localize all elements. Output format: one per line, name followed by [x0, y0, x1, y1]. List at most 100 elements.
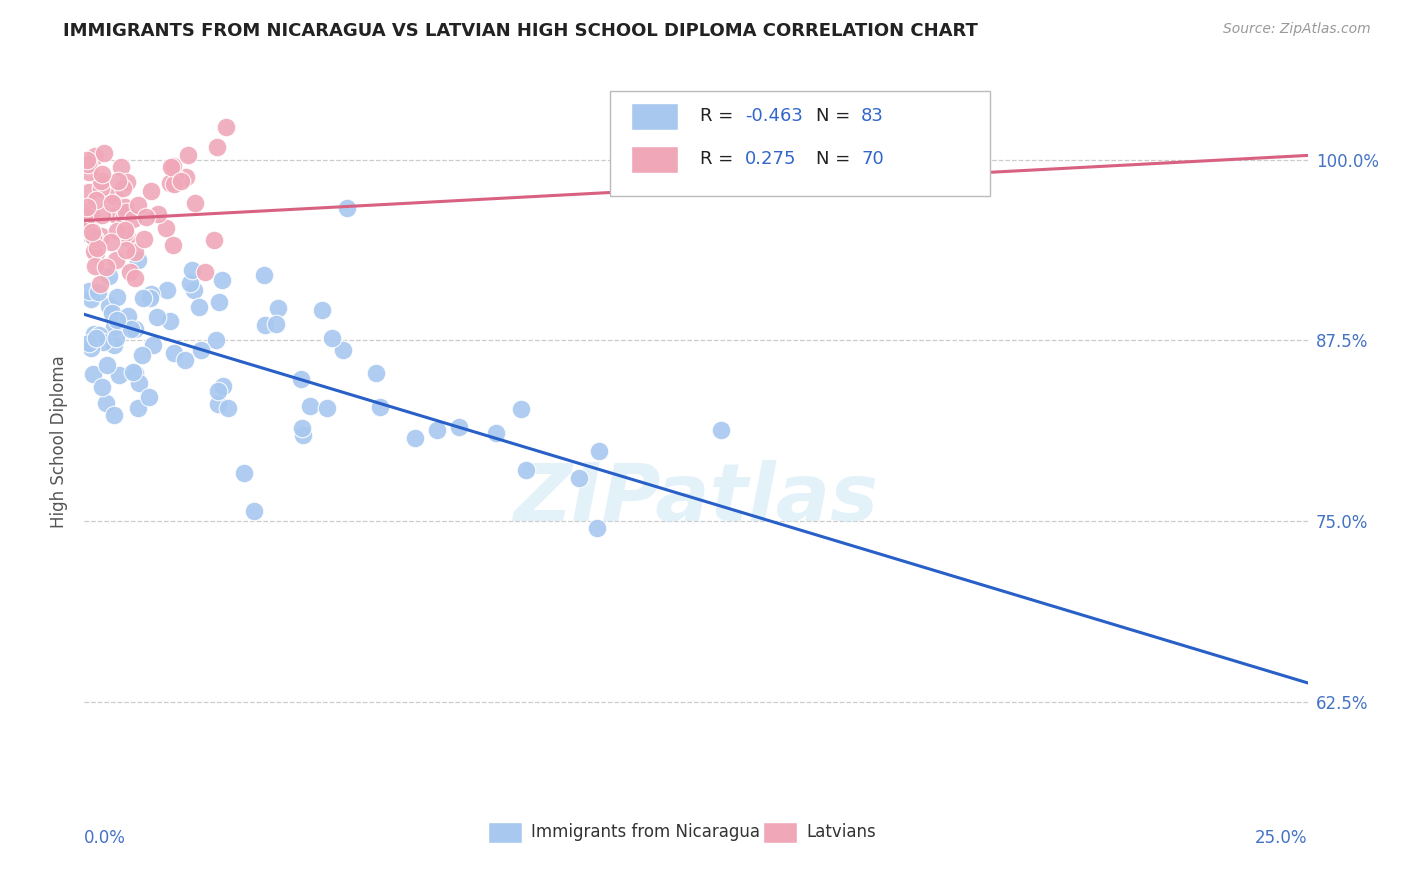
Point	[79, 219, 101, 233]
Point	[336, 201, 359, 215]
Point	[321, 331, 343, 345]
Point	[96, 396, 118, 410]
Point	[76, 205, 98, 219]
Point	[207, 397, 229, 411]
Point	[159, 176, 181, 190]
Point	[138, 291, 160, 305]
Point	[404, 431, 426, 445]
Point	[207, 384, 229, 398]
Point	[232, 467, 254, 481]
Point	[105, 290, 128, 304]
Point	[114, 223, 136, 237]
Point	[84, 232, 107, 246]
Point	[83, 327, 105, 342]
Point	[89, 277, 111, 292]
Point	[142, 338, 165, 352]
Point	[98, 299, 121, 313]
Point	[100, 235, 122, 249]
Point	[105, 209, 128, 223]
Point	[183, 283, 205, 297]
Point	[127, 197, 149, 211]
Point	[120, 322, 142, 336]
Text: 25.0%: 25.0%	[1256, 829, 1308, 847]
Point	[87, 285, 110, 300]
Point	[103, 409, 125, 423]
Point	[217, 401, 239, 415]
Point	[515, 463, 537, 477]
Text: 83: 83	[860, 107, 884, 125]
Text: IMMIGRANTS FROM NICARAGUA VS LATVIAN HIGH SCHOOL DIPLOMA CORRELATION CHART: IMMIGRANTS FROM NICARAGUA VS LATVIAN HIG…	[63, 22, 979, 40]
Point	[135, 210, 157, 224]
Point	[127, 253, 149, 268]
Point	[366, 366, 388, 380]
Point	[80, 225, 103, 239]
Point	[91, 380, 114, 394]
Point	[173, 353, 195, 368]
Point	[77, 205, 100, 219]
Point	[107, 174, 129, 188]
Point	[160, 160, 183, 174]
Point	[124, 271, 146, 285]
Point	[98, 268, 121, 283]
Point	[127, 401, 149, 416]
Bar	[631, 146, 678, 173]
Point	[159, 314, 181, 328]
Point	[105, 313, 128, 327]
Point	[84, 234, 107, 248]
Point	[132, 232, 155, 246]
Point	[509, 401, 531, 416]
Point	[86, 241, 108, 255]
Point	[80, 292, 103, 306]
Point	[188, 300, 211, 314]
Point	[292, 428, 315, 442]
Point	[76, 200, 98, 214]
Point	[112, 210, 135, 224]
Point	[447, 420, 470, 434]
Point	[568, 470, 591, 484]
Point	[76, 204, 98, 219]
Point	[163, 346, 186, 360]
Text: N =: N =	[815, 107, 856, 125]
Bar	[488, 822, 522, 843]
Point	[709, 423, 731, 437]
Point	[148, 206, 170, 220]
FancyBboxPatch shape	[610, 91, 990, 196]
Point	[208, 294, 231, 309]
Point	[104, 253, 127, 268]
Point	[202, 233, 225, 247]
Point	[76, 153, 98, 168]
Point	[128, 376, 150, 390]
Text: Immigrants from Nicaragua: Immigrants from Nicaragua	[531, 823, 759, 841]
Text: Latvians: Latvians	[806, 823, 876, 841]
Point	[86, 193, 108, 207]
Point	[205, 333, 228, 347]
Point	[141, 286, 163, 301]
Text: -0.463: -0.463	[745, 107, 803, 125]
Point	[190, 343, 212, 358]
Point	[93, 334, 115, 349]
Point	[131, 348, 153, 362]
Point	[110, 160, 132, 174]
Point	[80, 341, 103, 355]
Point	[264, 317, 287, 331]
Point	[311, 303, 333, 318]
Point	[91, 167, 114, 181]
Point	[485, 425, 508, 440]
Point	[155, 221, 177, 235]
Point	[124, 366, 146, 380]
Point	[120, 265, 142, 279]
Point	[105, 331, 128, 345]
Point	[139, 184, 162, 198]
Point	[108, 368, 131, 383]
Point	[588, 443, 610, 458]
Point	[82, 229, 104, 244]
Text: 70: 70	[860, 150, 884, 168]
Point	[215, 120, 238, 134]
Point	[101, 306, 124, 320]
Point	[103, 319, 125, 334]
Point	[124, 321, 146, 335]
Point	[426, 423, 449, 437]
Point	[77, 335, 100, 350]
Y-axis label: High School Diploma: High School Diploma	[51, 355, 69, 528]
Text: 0.275: 0.275	[745, 150, 796, 168]
